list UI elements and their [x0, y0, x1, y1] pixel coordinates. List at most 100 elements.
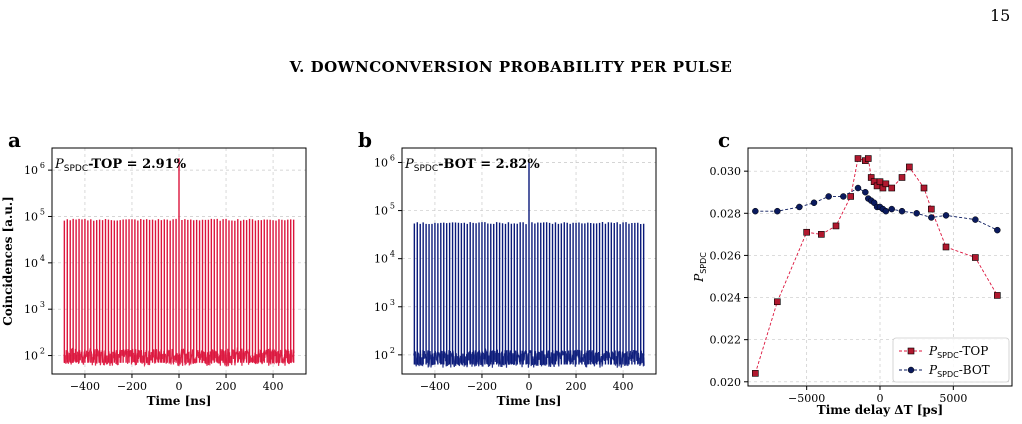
x-axis-label: Time [ns] — [497, 394, 562, 408]
data-point — [854, 184, 862, 192]
legend-label-suffix: -BOT — [959, 363, 990, 377]
coincidence-trace — [413, 162, 645, 368]
panel-label-a: a — [8, 128, 21, 152]
y-tick-label: 10 — [374, 156, 388, 169]
y-tick-label: 10 — [24, 350, 38, 363]
y-tick-label: 10 — [24, 257, 38, 270]
annotation-value: -BOT = 2.82% — [438, 157, 540, 172]
y-tick-label: 0.030 — [710, 165, 742, 178]
y-tick-exponent: 4 — [390, 250, 395, 259]
page-number: 15 — [990, 6, 1011, 25]
data-point — [942, 243, 950, 251]
panel-b-plot: PSPDC-BOT = 2.82% — [398, 147, 657, 378]
x-axis-label: Time [ns] — [147, 394, 212, 408]
legend-marker — [907, 366, 915, 374]
x-tick-label: −200 — [467, 380, 497, 393]
data-point — [972, 216, 979, 223]
y-axis-label: Coincidences [a.u.] — [1, 196, 15, 326]
y-tick-exponent: 6 — [40, 161, 45, 170]
y-tick-label: 10 — [24, 303, 38, 316]
y-tick-label: 10 — [374, 349, 388, 362]
x-tick-label: 0 — [176, 380, 183, 393]
annotation-subscript: SPDC — [64, 164, 88, 174]
data-point — [882, 207, 890, 215]
panel-a-plot: PSPDC-TOP = 2.91% — [48, 147, 307, 378]
panel-label-b: b — [358, 128, 372, 152]
legend-label-p: P — [928, 363, 938, 377]
y-axis-label: PSPDC — [692, 252, 708, 283]
legend-marker — [907, 347, 915, 355]
coincidence-trace — [63, 158, 295, 368]
data-point — [972, 254, 979, 261]
x-tick-label: −400 — [420, 380, 450, 393]
data-point — [994, 226, 1001, 234]
x-tick-label: 0 — [526, 380, 533, 393]
data-point — [774, 207, 781, 215]
legend-label-subscript: SPDC — [937, 351, 959, 360]
y-axis-label-subscript: SPDC — [699, 252, 708, 274]
data-point — [906, 163, 913, 171]
data-point — [864, 155, 872, 162]
y-tick-label: 10 — [374, 301, 388, 314]
y-tick-exponent: 3 — [40, 300, 45, 309]
panel-label-c: c — [718, 128, 731, 152]
data-point — [920, 184, 928, 192]
data-point — [796, 203, 803, 211]
y-tick-label: 10 — [374, 205, 388, 218]
x-tick-label: 400 — [263, 380, 284, 393]
data-point — [825, 193, 832, 200]
y-tick-exponent: 4 — [40, 254, 45, 263]
y-tick-label: 0.028 — [710, 207, 742, 220]
series-line — [754, 157, 998, 374]
annotation-p: P — [404, 157, 414, 172]
series-top — [752, 155, 1001, 377]
y-tick-label: 10 — [24, 164, 38, 177]
data-point — [898, 207, 906, 215]
data-point — [832, 222, 840, 230]
legend-label-subscript: SPDC — [937, 370, 959, 379]
annotation-value: -TOP = 2.91% — [88, 157, 187, 172]
data-point — [752, 370, 759, 377]
section-heading: V. DOWNCONVERSION PROBABILITY PER PULSE — [289, 58, 733, 76]
legend-box — [892, 337, 1010, 383]
data-point — [994, 292, 1001, 299]
annotation-text: PSPDC-TOP = 2.91% — [54, 157, 187, 174]
x-tick-label: 5000 — [939, 392, 967, 405]
legend-label: PSPDC-BOT — [928, 363, 990, 379]
legend-label: PSPDC-TOP — [928, 344, 988, 360]
x-tick-label: 400 — [613, 380, 634, 393]
data-point — [774, 298, 781, 306]
x-axis-label: Time delay ΔT [ps] — [817, 403, 943, 417]
legend-label-suffix: -TOP — [959, 344, 989, 358]
annotation-text: PSPDC-BOT = 2.82% — [404, 157, 540, 174]
annotation-subscript: SPDC — [414, 164, 438, 174]
x-tick-label: −200 — [117, 380, 147, 393]
data-point — [928, 205, 935, 213]
y-tick-exponent: 5 — [40, 207, 45, 216]
data-point — [847, 193, 854, 200]
series-bot — [752, 184, 1001, 234]
data-point — [854, 155, 862, 162]
data-point — [888, 184, 896, 192]
x-tick-label: 0 — [877, 392, 884, 405]
data-point — [876, 178, 884, 185]
legend-label-p: P — [928, 344, 938, 358]
data-point — [888, 205, 895, 213]
y-tick-label: 0.026 — [710, 249, 742, 262]
y-tick-label: 0.024 — [710, 292, 742, 305]
annotation-p: P — [54, 157, 64, 172]
x-tick-label: 200 — [566, 380, 587, 393]
y-tick-exponent: 3 — [390, 298, 395, 307]
y-tick-exponent: 6 — [390, 153, 395, 162]
x-tick-label: 200 — [216, 380, 237, 393]
y-tick-label: 0.022 — [710, 334, 742, 347]
y-tick-label: 10 — [374, 253, 388, 266]
x-tick-label: −5000 — [788, 392, 825, 405]
data-point — [913, 210, 920, 217]
data-point — [862, 188, 869, 196]
x-tick-label: −400 — [70, 380, 100, 393]
data-point — [942, 212, 950, 219]
